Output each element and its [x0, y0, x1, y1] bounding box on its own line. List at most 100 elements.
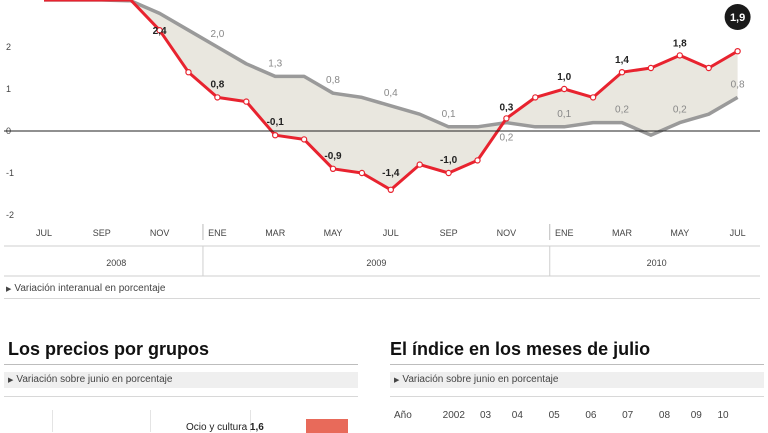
july-header-row: Año 2002 03 04 05 06 07 08 09 10 [394, 410, 735, 421]
july-divider [390, 364, 764, 365]
x-tick-label: MAY [324, 228, 343, 238]
july-title: El índice en los meses de julio [390, 339, 651, 359]
general-value-label: 1,0 [557, 72, 571, 83]
groups-title: Los precios por grupos [8, 339, 210, 359]
general-point [705, 64, 712, 72]
july-year: 04 [511, 410, 523, 421]
july-year: 06 [585, 410, 597, 421]
core-value-label: 0,2 [499, 133, 513, 144]
divider [4, 298, 760, 299]
year-label: 2008 [106, 258, 126, 268]
x-tick-label: SEP [440, 228, 458, 238]
core-value-label: 2,0 [210, 29, 224, 40]
latest-value-label: 1,9 [730, 12, 745, 24]
chart-note: ▶ Variación interanual en porcentaje [6, 283, 165, 294]
triangle-icon: ▶ [6, 286, 12, 293]
july-year: 07 [622, 410, 634, 421]
x-tick-label: NOV [150, 228, 170, 238]
y-tick-label: 1 [6, 84, 11, 94]
series-line-core [44, 0, 739, 137]
general-point [561, 85, 568, 93]
core-value-label: 0,2 [615, 105, 629, 116]
july-subtitle-band: ▶ Variación sobre junio en porcentaje [390, 372, 764, 388]
x-tick-label: MAR [265, 228, 286, 238]
general-point [156, 27, 163, 34]
july-year: 03 [480, 410, 492, 421]
groups-gridline [52, 410, 53, 432]
general-point [474, 157, 481, 164]
general-point [416, 161, 423, 168]
groups-divider-2 [4, 396, 358, 397]
core-value-label: 0,1 [442, 109, 456, 120]
x-tick-label: JUL [730, 228, 746, 238]
july-divider-2 [390, 396, 764, 397]
general-value-label: 1,8 [673, 38, 687, 49]
groups-subtitle-band: ▶ Variación sobre junio en porcentaje [4, 372, 358, 388]
july-row-label: Año [394, 410, 412, 421]
group-row: Ocio y cultura 1,6 [186, 422, 264, 433]
general-point [618, 68, 626, 76]
july-year: 05 [548, 410, 560, 421]
x-tick-label: SEP [93, 228, 111, 238]
x-tick-label: JUL [383, 228, 399, 238]
core-value-label: 0,8 [326, 75, 340, 86]
general-point [214, 94, 221, 101]
y-tick-label: -1 [6, 168, 14, 178]
latest-value-badge [724, 4, 751, 30]
x-tick-label: MAR [612, 228, 633, 238]
x-tick-label: MAY [670, 228, 689, 238]
chart-note-text: Variación interanual en porcentaje [14, 283, 166, 294]
general-value-label: -1,0 [440, 155, 458, 166]
core-value-label: 0,1 [557, 109, 571, 120]
x-tick-label: ENE [208, 228, 227, 238]
general-point [272, 131, 279, 139]
x-tick-label: ENE [555, 228, 574, 238]
general-point [387, 186, 394, 193]
general-value-label: -1,4 [382, 168, 400, 179]
y-tick-label: 2 [6, 42, 11, 52]
general-point [647, 64, 655, 72]
july-year: 08 [658, 410, 671, 421]
general-point [185, 68, 192, 76]
general-value-label: 2,4 [153, 26, 167, 37]
july-year: 2002 [442, 410, 465, 421]
x-tick-label: NOV [497, 228, 517, 238]
triangle-icon: ▶ [394, 377, 400, 384]
general-point [676, 52, 684, 59]
general-value-label: 1,4 [615, 55, 629, 66]
inflation-line-chart: 2 1 0 -1 -2 2,0 1,3 0,8 0,4 0,1 0,2 0,1 0,2 0,2 0,8 2,… [4, 0, 760, 277]
general-point [503, 115, 510, 122]
general-point [532, 94, 539, 101]
general-point [358, 169, 366, 177]
core-value-label: 0,8 [731, 79, 745, 90]
group-bar [306, 419, 348, 433]
chart-canvas: 210-1-2 2,01,30,80,40,10,20,1 0,2 0,20,82,… [4, 0, 760, 277]
general-point [734, 48, 741, 55]
general-point [329, 165, 337, 172]
x-tick-label: JUL [36, 228, 52, 238]
group-label: Ocio y cultura [186, 422, 248, 433]
july-subtitle: Variación sobre junio en porcentaje [402, 374, 559, 385]
july-year: 10 [717, 410, 729, 421]
y-tick-label: -2 [6, 210, 14, 220]
general-point [243, 98, 250, 105]
triangle-icon: ▶ [8, 377, 14, 384]
groups-gridline [150, 410, 151, 432]
july-year: 09 [690, 410, 702, 421]
general-point [300, 136, 308, 143]
core-value-label: 1,3 [268, 58, 282, 69]
general-value-label: 0,8 [210, 79, 224, 90]
core-value-label: 0,4 [384, 88, 398, 99]
group-value: 1,6 [249, 422, 264, 433]
year-label: 2009 [366, 258, 386, 268]
general-point [445, 169, 452, 177]
general-point [589, 94, 597, 101]
general-value-label: -0,1 [267, 117, 285, 128]
year-label: 2010 [647, 258, 667, 268]
groups-subtitle: Variación sobre junio en porcentaje [16, 374, 173, 385]
groups-divider [4, 364, 358, 365]
general-value-label: -0,9 [324, 151, 342, 162]
core-value-label: 0,2 [673, 105, 687, 116]
general-value-label: 0,3 [499, 102, 513, 113]
groups-gridline [250, 410, 251, 432]
